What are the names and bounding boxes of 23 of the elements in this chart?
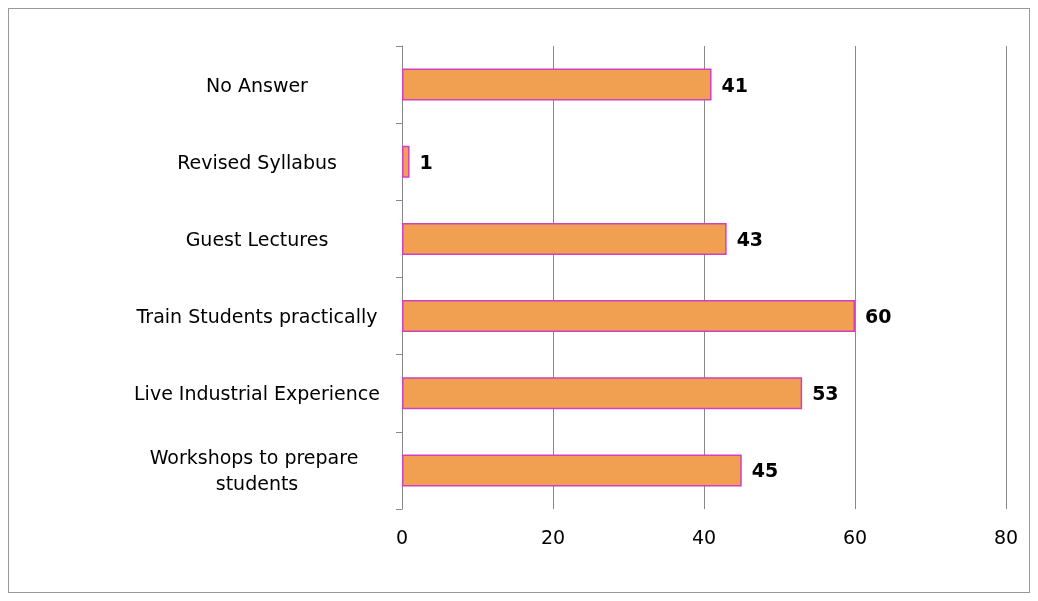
x-tick-label: 0 xyxy=(395,525,409,548)
data-label: 45 xyxy=(751,459,779,482)
y-tick-label: Train Students practically xyxy=(135,305,378,328)
data-label: 1 xyxy=(419,150,433,173)
bar xyxy=(402,145,410,178)
bar xyxy=(402,377,803,410)
bar xyxy=(402,454,742,487)
data-label: 53 xyxy=(812,382,839,405)
y-tick-label: Revised Syllabus xyxy=(177,150,337,173)
bar xyxy=(402,68,712,101)
data-label: 60 xyxy=(865,305,892,328)
x-tick-label: 20 xyxy=(540,525,566,548)
y-tick-label: Live Industrial Experience xyxy=(134,382,380,405)
bar xyxy=(402,300,855,333)
x-tick-label: 80 xyxy=(993,525,1019,548)
data-label: 41 xyxy=(721,73,748,96)
y-tick-label: No Answer xyxy=(206,73,309,96)
x-tick-label: 40 xyxy=(691,525,717,548)
data-label: 43 xyxy=(736,227,764,250)
y-tick-label: Guest Lectures xyxy=(185,227,329,250)
bar xyxy=(402,222,727,255)
y-tick-label: Workshops to prepare students xyxy=(149,446,365,495)
x-tick-label: 60 xyxy=(842,525,868,548)
